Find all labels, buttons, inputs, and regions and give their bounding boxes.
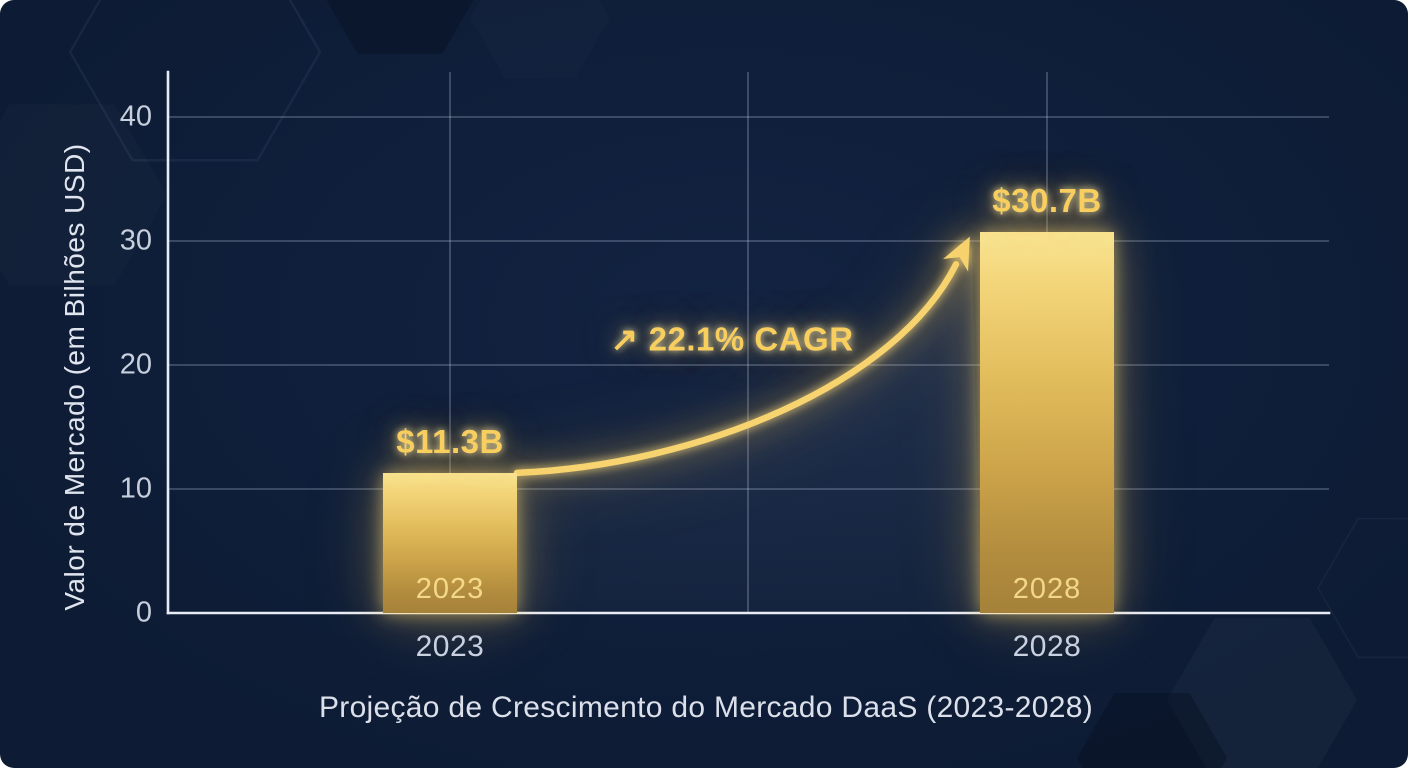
- y-axis-title: Valor de Mercado (em Bilhões USD): [59, 143, 90, 611]
- growth-area-fill: [517, 248, 980, 613]
- arrow-up-right-icon: ↗: [610, 320, 639, 358]
- y-tick-30: 30: [119, 224, 152, 257]
- y-tick-40: 40: [119, 100, 152, 133]
- value-label-2023: $11.3B: [396, 422, 504, 460]
- bar-2028-inner-label: 2028: [1012, 572, 1082, 605]
- cagr-annotation: ↗ 22.1% CAGR: [610, 320, 853, 359]
- chart-title: Projeção de Crescimento do Mercado DaaS …: [318, 691, 1094, 724]
- bar-2023-inner-label: 2023: [415, 572, 485, 605]
- growth-curve-arrow: [513, 236, 970, 477]
- value-label-2028: $30.7B: [992, 182, 1102, 220]
- bar-2028: 2028: [980, 232, 1114, 613]
- y-tick-10: 10: [119, 472, 152, 505]
- y-tick-0: 0: [135, 596, 152, 629]
- cagr-annotation-text: 22.1% CAGR: [648, 320, 854, 358]
- x-tick-2028: 2028: [1012, 630, 1082, 663]
- y-tick-20: 20: [119, 348, 152, 381]
- bar-2023: 2023: [383, 472, 517, 613]
- x-tick-2023: 2023: [415, 630, 485, 663]
